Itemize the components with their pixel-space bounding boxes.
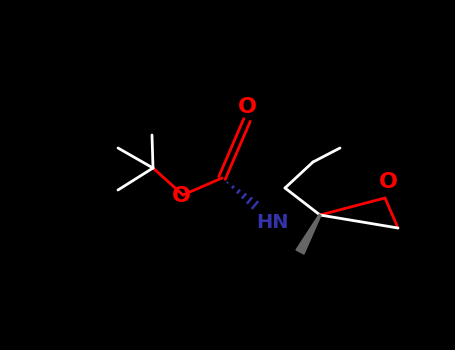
Text: O: O (238, 97, 257, 117)
Polygon shape (296, 215, 321, 254)
Text: O: O (172, 186, 191, 206)
Text: O: O (379, 172, 398, 192)
Text: HN: HN (256, 213, 288, 232)
